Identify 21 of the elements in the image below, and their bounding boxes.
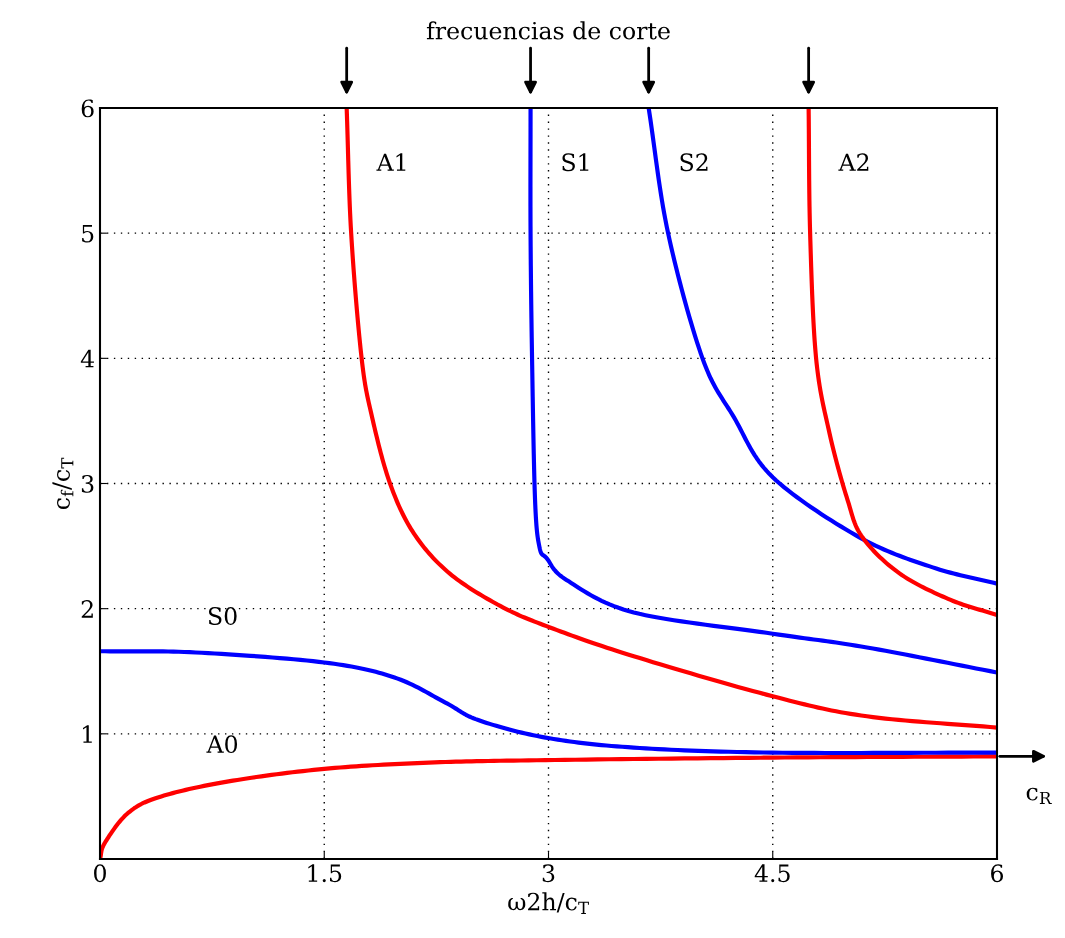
text: frecuencias de corte bbox=[426, 21, 670, 40]
series-label: A1 bbox=[376, 153, 406, 171]
x-tick-label: 0 bbox=[94, 864, 106, 883]
y-tick-label: 1 bbox=[83, 725, 92, 743]
series-label: S1 bbox=[562, 153, 589, 172]
series-label: S2 bbox=[680, 153, 708, 172]
y-axis-title: c$_{f}$/c$_{T}$ bbox=[52, 457, 74, 509]
x-tick-label: 4.5 bbox=[754, 864, 790, 883]
y-tick-label: 3 bbox=[81, 474, 94, 493]
x-axis-title: ω2h/c$_{T}$ bbox=[508, 892, 589, 914]
series-label: A2 bbox=[838, 153, 869, 171]
y-tick-label: 2 bbox=[81, 600, 93, 618]
x-tick-label: 6 bbox=[991, 864, 1004, 883]
annotation: c$_{R}$ bbox=[1026, 787, 1052, 804]
x-tick-label: 1.5 bbox=[308, 864, 342, 883]
series-label: S0 bbox=[208, 607, 237, 625]
series-label: A0 bbox=[206, 735, 238, 754]
x-tick-label: 3 bbox=[542, 864, 555, 883]
y-tick-label: 4 bbox=[80, 349, 94, 368]
y-tick-label: 6 bbox=[81, 99, 94, 118]
y-tick-label: 5 bbox=[82, 224, 94, 243]
